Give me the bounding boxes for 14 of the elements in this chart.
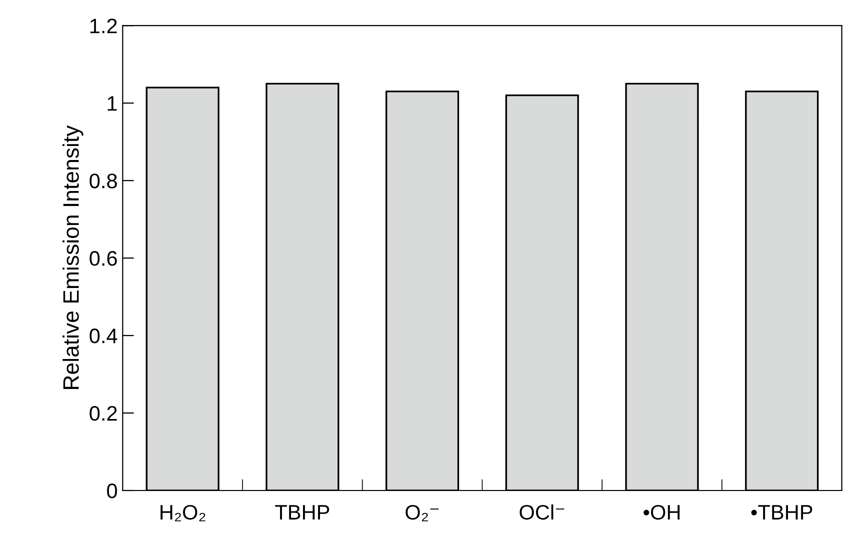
x-tick-label: •OH [644,504,680,520]
y-axis-title: Relative Emission Intensity [62,125,84,389]
y-tick-label: 1 [108,96,117,111]
y-tick-label: 0.2 [90,406,117,421]
y-tick-label: 0 [107,484,117,498]
y-tick-label: 0.8 [90,174,117,188]
x-tick-label: TBHP [275,505,330,520]
x-tick-label: •TBHP [751,505,812,520]
x-tick-label: H₂O₂ [160,504,206,522]
y-tick-label: 0.6 [90,251,117,266]
y-tick-label: 1.2 [90,18,117,34]
x-tick-label: OCl⁻ [520,504,564,520]
x-tick-label: O₂⁻ [406,504,439,522]
y-tick-label: 0.4 [90,328,118,344]
